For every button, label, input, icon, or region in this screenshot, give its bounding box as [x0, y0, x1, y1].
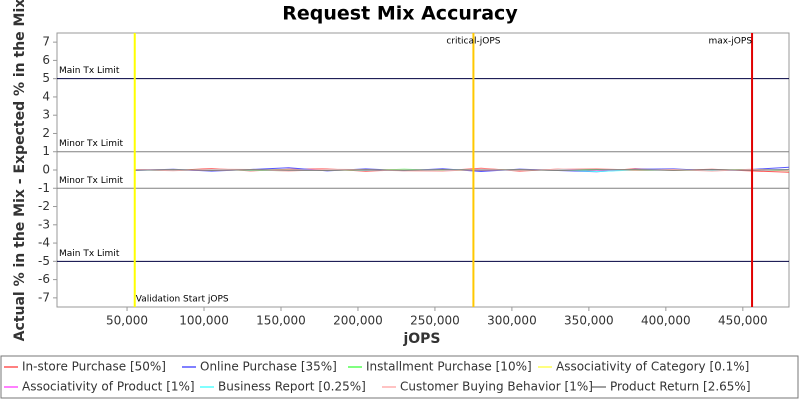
- legend-label: Business Report [0.25%]: [218, 380, 366, 394]
- legend-label: Associativity of Product [1%]: [22, 380, 195, 394]
- legend-label: Customer Buying Behavior [1%]: [400, 380, 593, 394]
- y-axis-label: Actual % in the Mix - Expected % in the …: [12, 0, 28, 341]
- legend-label: Installment Purchase [10%]: [366, 360, 532, 374]
- series-line: [134, 168, 790, 172]
- x-axis-label: jOPS: [402, 331, 440, 347]
- y-tick-label: 2: [42, 126, 50, 140]
- limit-label: Main Tx Limit: [59, 249, 120, 259]
- marker-label: Validation Start jOPS: [136, 295, 229, 305]
- x-tick-label: 300,000: [487, 314, 537, 328]
- y-tick-label: 5: [42, 71, 50, 85]
- legend: [0, 355, 799, 399]
- marker-label: critical-jOPS: [446, 37, 500, 47]
- legend-label: Product Return [2.65%]: [610, 380, 751, 394]
- y-tick-label: -7: [38, 290, 50, 304]
- x-tick-label: 150,000: [256, 314, 306, 328]
- legend-label: In-store Purchase [50%]: [22, 360, 166, 374]
- x-tick-label: 450,000: [718, 314, 768, 328]
- limit-label: Minor Tx Limit: [59, 139, 124, 149]
- y-tick-label: -1: [38, 181, 50, 195]
- y-tick-label: -5: [38, 254, 50, 268]
- y-tick-label: 0: [42, 163, 50, 177]
- limit-label: Minor Tx Limit: [59, 176, 124, 186]
- legend-label: Associativity of Category [0.1%]: [556, 360, 749, 374]
- chart-title: Request Mix Accuracy: [282, 3, 518, 25]
- y-tick-label: -2: [38, 199, 50, 213]
- x-tick-label: 200,000: [333, 314, 383, 328]
- x-tick-label: 400,000: [641, 314, 691, 328]
- x-tick-label: 50,000: [106, 314, 148, 328]
- y-tick-label: -6: [38, 272, 50, 286]
- legend-label: Online Purchase [35%]: [200, 360, 337, 374]
- y-tick-label: 1: [42, 144, 50, 158]
- x-tick-label: 100,000: [179, 314, 229, 328]
- y-tick-label: 7: [42, 35, 50, 49]
- y-tick-label: -4: [38, 236, 50, 250]
- y-tick-label: 4: [42, 89, 50, 103]
- y-tick-label: -3: [38, 217, 50, 231]
- y-tick-label: 6: [42, 53, 50, 67]
- y-tick-label: 3: [42, 108, 50, 122]
- marker-label: max-jOPS: [708, 37, 752, 47]
- x-tick-label: 350,000: [564, 314, 614, 328]
- limit-label: Main Tx Limit: [59, 66, 120, 76]
- x-tick-label: 250,000: [410, 314, 460, 328]
